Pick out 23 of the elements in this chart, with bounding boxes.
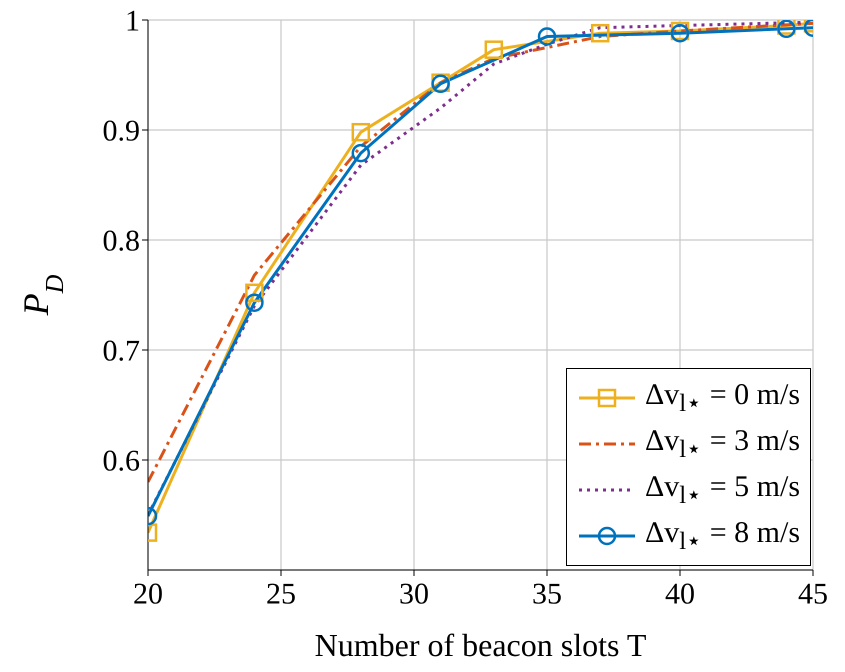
x-tick-label: 30 xyxy=(399,577,429,610)
point xyxy=(484,40,504,59)
y-tick-label: 0.8 xyxy=(102,224,140,258)
x-axis-title: Number of beacon slots T xyxy=(314,627,647,663)
y-tick-label: 0.6 xyxy=(102,444,140,478)
legend-label: Δv$_{l⋆}$ = 0 m/s xyxy=(644,378,800,418)
legend-label: Δv$_{l⋆}$ = 8 m/s xyxy=(644,516,800,556)
y-tick-label: 1 xyxy=(125,4,140,38)
point xyxy=(777,20,796,38)
x-tick-label: 35 xyxy=(532,577,562,610)
point xyxy=(245,293,264,312)
point xyxy=(538,27,556,46)
x-tick-label: 20 xyxy=(133,577,163,610)
point xyxy=(352,144,370,162)
y-tick-label: 0.9 xyxy=(102,114,140,148)
x-tick-label: 25 xyxy=(266,577,296,610)
point xyxy=(590,24,610,42)
y-tick-label: 0.7 xyxy=(102,334,140,368)
point xyxy=(352,122,370,142)
x-tick-label: 45 xyxy=(798,577,828,610)
x-tick-label: 40 xyxy=(665,577,695,610)
legend-label: Δv$_{l⋆}$ = 5 m/s xyxy=(644,470,800,510)
legend-label: Δv$_{l⋆}$ = 3 m/s xyxy=(644,424,800,464)
